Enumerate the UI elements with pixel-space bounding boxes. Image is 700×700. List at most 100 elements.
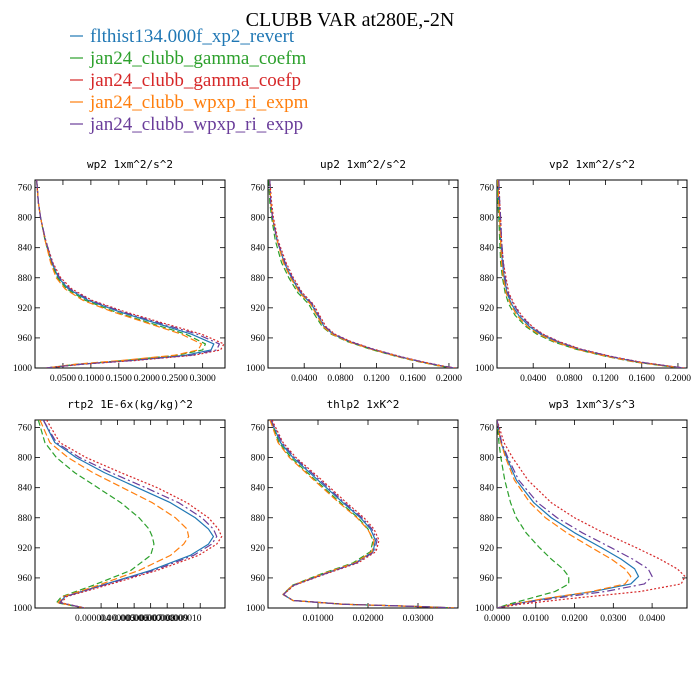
x-tick-label: 0.1200 xyxy=(364,374,390,384)
x-tick-label: 0.000004 xyxy=(75,614,111,624)
panel-1: wp2 1xm^2/s^2 760 800 840 880 920 960 1000 0.050… xyxy=(13,158,226,384)
figure-title: CLUBB VAR at280E,-2N xyxy=(246,9,455,31)
legend-entry: flthist134.000f_xp2_revert xyxy=(70,26,295,47)
series-line xyxy=(46,420,223,608)
y-tick-label: 800 xyxy=(18,454,33,464)
y-tick-label: 800 xyxy=(480,214,495,224)
series-line xyxy=(498,180,684,368)
legend-label: jan24_clubb_gamma_coefm xyxy=(89,48,307,69)
x-tick-label: 0.2000 xyxy=(436,374,462,384)
x-tick-label: 0.0200 xyxy=(561,614,587,624)
series-line xyxy=(269,420,456,608)
x-tick-label: 0.0400 xyxy=(639,614,665,624)
x-tick-label: 0.000009 xyxy=(153,614,189,624)
y-tick-label: 880 xyxy=(251,274,266,284)
x-tick-label: 0.000007 xyxy=(126,614,162,624)
series-line xyxy=(497,180,682,368)
y-tick-label: 800 xyxy=(480,454,495,464)
x-tick-label: 0.0300 xyxy=(600,614,626,624)
y-tick-label: 920 xyxy=(480,544,495,554)
x-tick-label: 0.1500 xyxy=(106,374,132,384)
y-tick-label: 760 xyxy=(18,184,33,194)
x-tick-label: 0.0500 xyxy=(50,374,76,384)
series-line xyxy=(497,420,653,608)
x-tick-label: 0.1200 xyxy=(593,374,619,384)
series-line xyxy=(36,180,221,368)
panel-4: rtp2 1E-6x(kg/kg)^2 760 800 840 880 920 960 100… xyxy=(13,398,226,624)
panel-2: up2 1xm^2/s^2 760 800 840 880 920 960 1000 0.040… xyxy=(246,158,462,384)
x-tick-label: 0.2000 xyxy=(134,374,160,384)
x-tick-label: 0.1600 xyxy=(629,374,655,384)
y-tick-label: 840 xyxy=(18,244,33,254)
panel-title: wp3 1xm^3/s^3 xyxy=(549,398,635,411)
y-tick-label: 1000 xyxy=(246,604,265,614)
series-line xyxy=(42,420,215,608)
x-tick-label: 0.2500 xyxy=(162,374,188,384)
plot-frame xyxy=(496,419,688,609)
panel-title: wp2 1xm^2/s^2 xyxy=(87,158,173,171)
y-tick-label: 760 xyxy=(18,424,33,434)
panel-title: rtp2 1E-6x(kg/kg)^2 xyxy=(67,398,193,411)
plot-frame xyxy=(496,179,688,369)
y-tick-label: 760 xyxy=(480,424,495,434)
plot-frame xyxy=(34,179,226,369)
x-tick-label: 0.000008 xyxy=(139,614,175,624)
y-tick-label: 760 xyxy=(251,184,266,194)
series-line xyxy=(36,180,207,368)
y-tick-label: 880 xyxy=(18,514,33,524)
legend-entry: jan24_clubb_gamma_coefm xyxy=(70,48,307,69)
legend-label: jan24_clubb_gamma_coefp xyxy=(89,70,301,91)
y-tick-label: 920 xyxy=(480,304,495,314)
legend-entry: jan24_clubb_wpxp_ri_expm xyxy=(70,92,309,113)
x-tick-label: 0.000005 xyxy=(100,614,136,624)
series-line xyxy=(269,180,456,368)
series-line xyxy=(36,180,225,368)
x-tick-label: 0.3000 xyxy=(190,374,216,384)
x-tick-label: 0.0100 xyxy=(523,614,549,624)
x-tick-label: 0.0800 xyxy=(327,374,353,384)
y-tick-label: 880 xyxy=(251,514,266,524)
plot-frame xyxy=(267,419,459,609)
series-line xyxy=(497,420,686,608)
y-tick-label: 1000 xyxy=(246,364,265,374)
x-tick-label: 0.1600 xyxy=(400,374,426,384)
x-tick-label: 0.1000 xyxy=(78,374,104,384)
plot-frame xyxy=(267,179,459,369)
series-line xyxy=(42,420,218,608)
panel-title: thlp2 1xK^2 xyxy=(327,398,400,411)
y-tick-label: 880 xyxy=(480,274,495,284)
panel-title: up2 1xm^2/s^2 xyxy=(320,158,406,171)
x-tick-label: 0.0400 xyxy=(520,374,546,384)
y-tick-label: 840 xyxy=(18,484,33,494)
y-tick-label: 800 xyxy=(251,214,266,224)
legend: flthist134.000f_xp2_revertjan24_clubb_ga… xyxy=(70,26,309,135)
series-line xyxy=(39,420,190,608)
plot-frame xyxy=(34,419,226,609)
panel-3: vp2 1xm^2/s^2 760 800 840 880 920 960 1000 0.040… xyxy=(475,158,691,384)
legend-entry: jan24_clubb_wpxp_ri_expp xyxy=(70,114,303,135)
x-tick-label: 0.03000 xyxy=(403,614,434,624)
panel-6: wp3 1xm^3/s^3 760 800 840 880 920 960 10000.000… xyxy=(475,398,688,624)
series-line xyxy=(269,420,456,608)
series-line xyxy=(36,180,203,368)
legend-label: flthist134.000f_xp2_revert xyxy=(90,26,295,47)
y-tick-label: 920 xyxy=(251,544,266,554)
y-tick-label: 760 xyxy=(480,184,495,194)
x-tick-label: 0.0000 xyxy=(484,614,510,624)
y-tick-label: 840 xyxy=(251,484,266,494)
y-tick-label: 960 xyxy=(480,334,495,344)
series-line xyxy=(271,420,456,608)
series-line xyxy=(37,420,155,608)
series-line xyxy=(497,180,683,368)
y-tick-label: 920 xyxy=(18,544,33,554)
y-tick-label: 960 xyxy=(18,574,33,584)
x-tick-label: 0.01000 xyxy=(303,614,334,624)
x-tick-label: 0.02000 xyxy=(353,614,384,624)
y-tick-label: 840 xyxy=(480,244,495,254)
panel-5: thlp2 1xK^2 760 800 840 880 920 960 1000 0.01000… xyxy=(246,398,459,624)
panels: wp2 1xm^2/s^2 760 800 840 880 920 960 1000 0.050… xyxy=(13,158,691,624)
y-tick-label: 960 xyxy=(251,334,266,344)
y-tick-label: 800 xyxy=(18,214,33,224)
y-tick-label: 920 xyxy=(18,304,33,314)
